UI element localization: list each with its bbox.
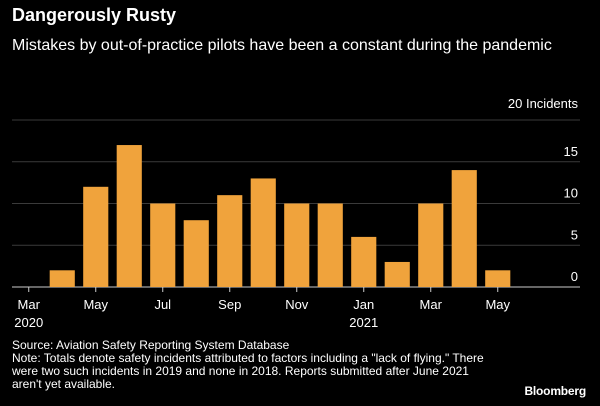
footnote: Source: Aviation Safety Reporting System… bbox=[12, 339, 492, 391]
x-tick-label: May bbox=[83, 297, 108, 312]
bar bbox=[351, 236, 377, 287]
x-tick-label: Jan bbox=[353, 297, 374, 312]
chart-title: Dangerously Rusty bbox=[12, 5, 177, 25]
y-tick-label: 0 bbox=[571, 269, 578, 284]
y-axis-unit-label: 20 Incidents bbox=[508, 96, 579, 111]
bar bbox=[485, 270, 511, 287]
x-tick-label: Nov bbox=[285, 297, 309, 312]
bar bbox=[451, 170, 477, 287]
bar bbox=[284, 203, 310, 287]
bar bbox=[317, 203, 343, 287]
y-tick-label: 10 bbox=[564, 186, 578, 201]
y-tick-label: 5 bbox=[571, 227, 578, 242]
y-tick-label: 15 bbox=[564, 144, 578, 159]
bar bbox=[384, 261, 410, 287]
bar bbox=[183, 220, 209, 287]
bar bbox=[83, 186, 109, 287]
x-tick-label: Mar bbox=[420, 297, 443, 312]
bar-chart: 20 Incidents 0 5 10 15 Mar 2020 May Jul Sep Nov J… bbox=[12, 96, 580, 330]
bloomberg-logo: Bloomberg bbox=[524, 384, 586, 398]
x-tick-label: Jul bbox=[154, 297, 171, 312]
chart-subtitle: Mistakes by out-of-practice pilots have … bbox=[12, 37, 552, 54]
bar bbox=[217, 195, 243, 287]
bar bbox=[116, 145, 142, 287]
note-text: Note: Totals denote safety incidents att… bbox=[12, 351, 484, 391]
x-tick-year-label: 2020 bbox=[14, 315, 43, 330]
x-tick-year-label: 2021 bbox=[349, 315, 378, 330]
x-tick-label: May bbox=[485, 297, 510, 312]
bar bbox=[418, 203, 444, 287]
x-tick-label: Mar bbox=[18, 297, 41, 312]
bar bbox=[250, 178, 276, 287]
bar bbox=[150, 203, 176, 287]
bar bbox=[49, 270, 75, 287]
x-tick-label: Sep bbox=[218, 297, 241, 312]
source-text: Source: Aviation Safety Reporting System… bbox=[12, 338, 290, 352]
